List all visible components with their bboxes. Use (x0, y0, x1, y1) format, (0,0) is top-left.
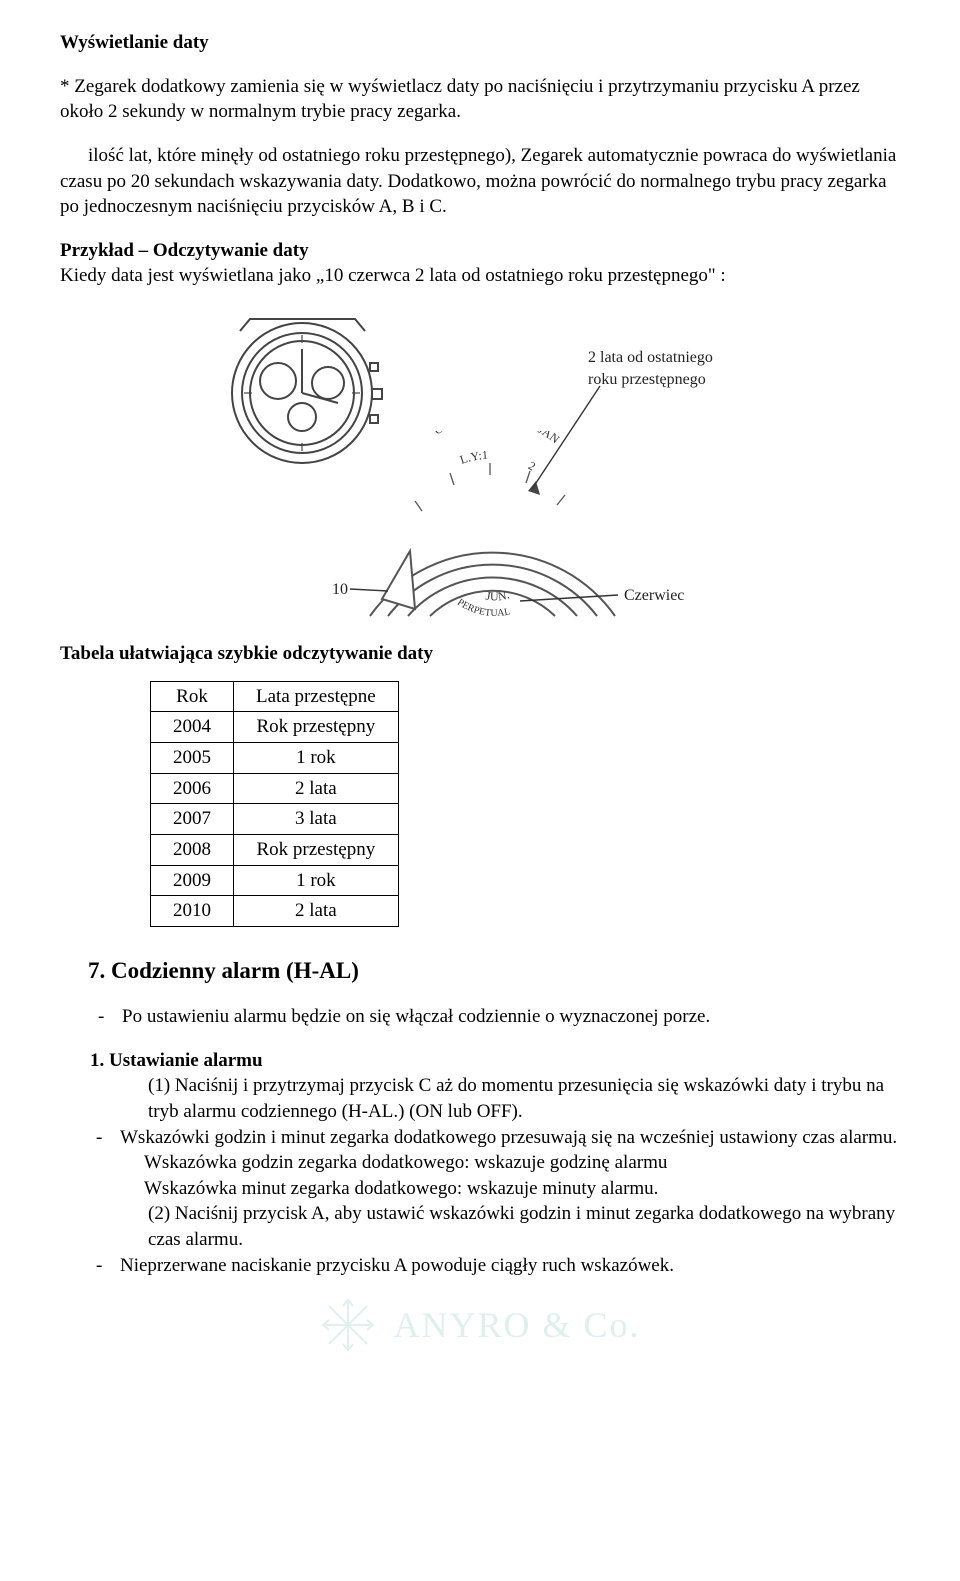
svg-text:JUN.: JUN. (485, 587, 511, 603)
svg-text:2: 2 (526, 459, 538, 474)
table-row: 20091 rok (151, 865, 399, 896)
alarm-setting-title: 1. Ustawianie alarmu (90, 1050, 263, 1071)
table-row: 20073 lata (151, 804, 399, 835)
table-cell: 1 rok (234, 743, 399, 774)
example-title: Przykład – Odczytywanie daty (60, 240, 309, 261)
dial-text-2: 2 (526, 459, 538, 474)
svg-text:JAN: JAN (536, 431, 563, 446)
paragraph-intro-1: * Zegarek dodatkowy zamienia się w wyświ… (60, 74, 900, 125)
dial-zoom-icon: OCT DEC JAN L.Y:1 2 PERPETUAL JUN. (360, 431, 620, 621)
alarm-step-1-text-1: Wskazówka godzin zegarka dodatkowego: ws… (144, 1150, 900, 1176)
leap-year-table: Rok Lata przestępne 2004Rok przestępny20… (150, 681, 399, 927)
dial-text-jan: JAN (536, 431, 563, 446)
table-cell: Rok przestępny (234, 834, 399, 865)
watermark: ANYRO & Co. (60, 1296, 900, 1354)
table-cell: 2004 (151, 712, 234, 743)
table-cell: Rok przestępny (234, 712, 399, 743)
alarm-setting-block: 1. Ustawianie alarmu (1) Naciśnij i przy… (90, 1048, 900, 1279)
figure-watch: OCT DEC JAN L.Y:1 2 PERPETUAL JUN. 2 lat… (60, 311, 900, 611)
table-col-year: Rok (151, 681, 234, 712)
table-cell: 2008 (151, 834, 234, 865)
dial-text-oct: OCT (431, 431, 460, 437)
paragraph-intro-2: ilość lat, które minęły od ostatniego ro… (60, 143, 900, 220)
svg-text:OCT: OCT (431, 431, 460, 437)
table-cell: 2 lata (234, 773, 399, 804)
table-cell: 2005 (151, 743, 234, 774)
table-title: Tabela ułatwiająca szybkie odczytywanie … (60, 641, 900, 667)
section-7-note-item: Po ustawieniu alarmu będzie on się włącz… (122, 1004, 900, 1030)
table-cell: 2010 (151, 896, 234, 927)
alarm-step-2: (2) Naciśnij przycisk A, aby ustawić wsk… (148, 1201, 900, 1252)
callout-left-num: 10 (332, 579, 348, 601)
table-row: 2008Rok przestępny (151, 834, 399, 865)
snowflake-icon (319, 1296, 377, 1354)
alarm-step-2-dash: Nieprzerwane naciskanie przycisku A powo… (120, 1253, 900, 1279)
table-cell: 2009 (151, 865, 234, 896)
example-body: Kiedy data jest wyświetlana jako „10 cze… (60, 265, 726, 286)
callout-bottom-text: Czerwiec (624, 585, 684, 607)
dial-text-ly: L.Y:1 (458, 448, 488, 467)
alarm-step-1: (1) Naciśnij i przytrzymaj przycisk C aż… (148, 1073, 900, 1124)
table-col-leap: Lata przestępne (234, 681, 399, 712)
table-cell: 3 lata (234, 804, 399, 835)
section-7-note: Po ustawieniu alarmu będzie on się włącz… (122, 1004, 900, 1030)
table-cell: 2007 (151, 804, 234, 835)
table-row: 20051 rok (151, 743, 399, 774)
watermark-text: ANYRO & Co. (393, 1301, 640, 1350)
heading-display-date: Wyświetlanie daty (60, 30, 900, 56)
callout-top-text: 2 lata od ostatniego roku przestępnego (588, 347, 713, 390)
table-cell: 2006 (151, 773, 234, 804)
example-block: Przykład – Odczytywanie daty Kiedy data … (60, 238, 900, 289)
alarm-step-1-text-2: Wskazówka minut zegarka dodatkowego: wsk… (144, 1176, 900, 1202)
alarm-step-1-dash: Wskazówki godzin i minut zegarka dodatko… (120, 1125, 900, 1151)
dial-text-jun: JUN. (485, 587, 511, 603)
section-7-heading: 7. Codzienny alarm (H-AL) (88, 955, 900, 986)
table-cell: 1 rok (234, 865, 399, 896)
table-row: 2004Rok przestępny (151, 712, 399, 743)
svg-text:L.Y:1: L.Y:1 (458, 448, 488, 467)
table-row: 20062 lata (151, 773, 399, 804)
table-row: 20102 lata (151, 896, 399, 927)
table-cell: 2 lata (234, 896, 399, 927)
